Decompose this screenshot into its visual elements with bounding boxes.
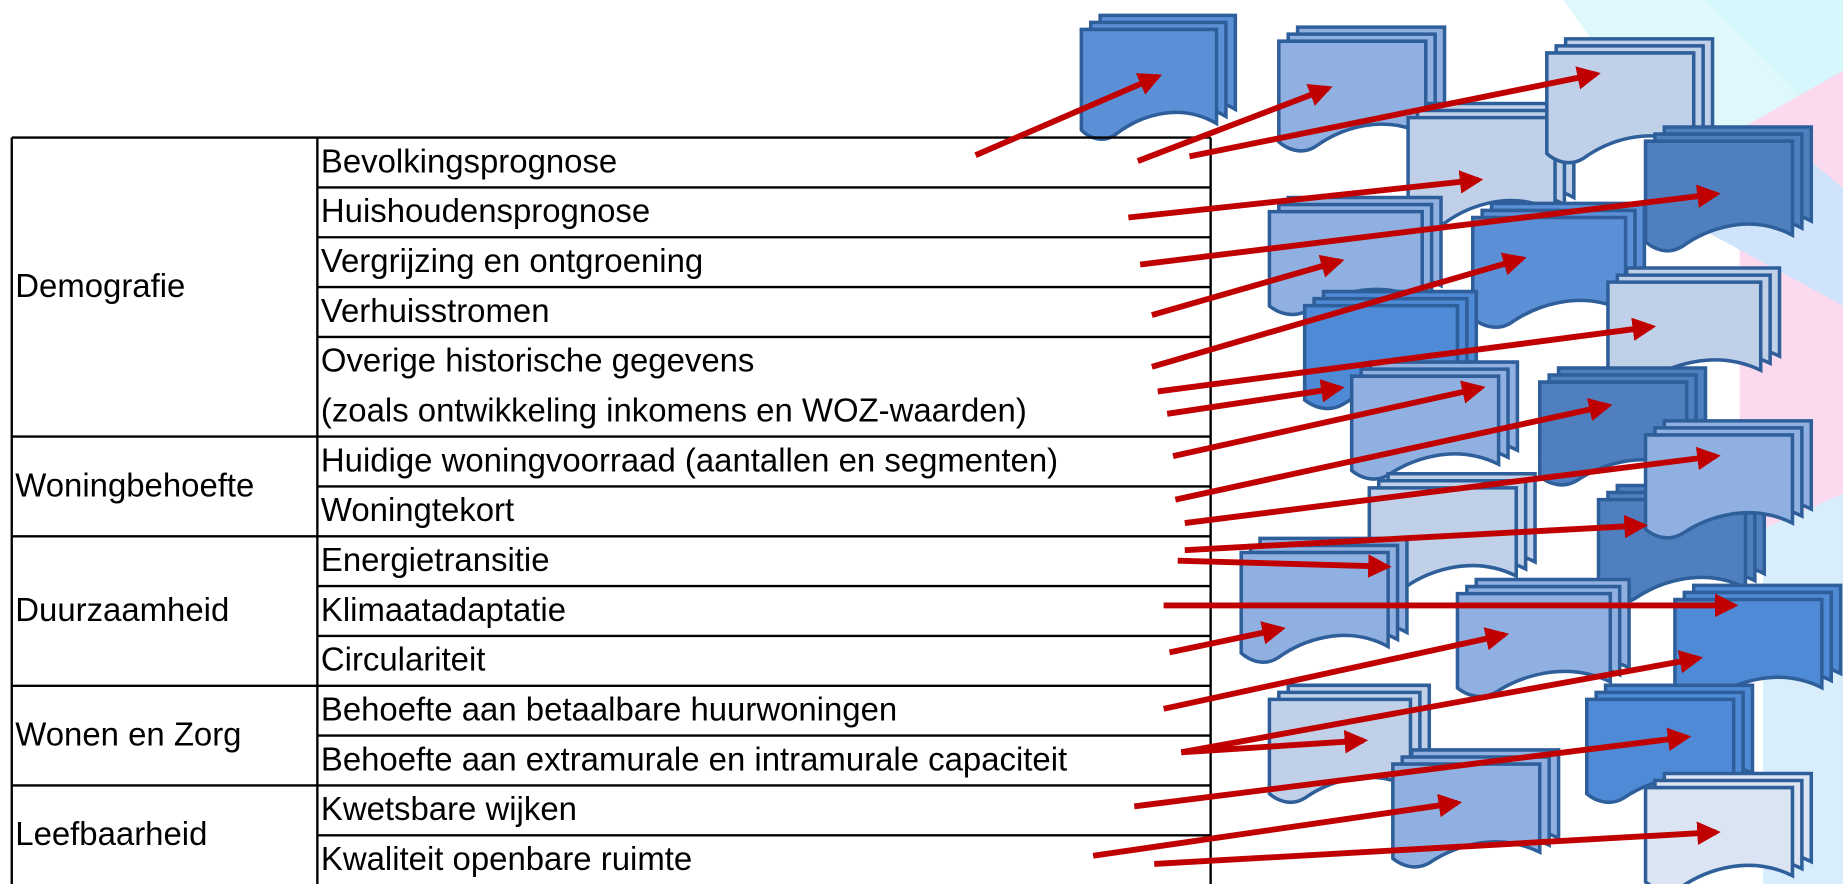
item-label: Vergrijzing en ontgroening xyxy=(321,242,703,279)
item-label: Bevolkingsprognose xyxy=(321,142,617,179)
category-label: Leefbaarheid xyxy=(15,815,207,852)
item-label: Woningtekort xyxy=(321,491,514,528)
item-label: Circulariteit xyxy=(321,641,486,678)
document-sheet xyxy=(1473,218,1626,328)
category-label: Wonen en Zorg xyxy=(15,715,241,752)
item-label: Behoefte aan betaalbare huurwoningen xyxy=(321,691,897,728)
item-label: Kwaliteit openbare ruimte xyxy=(321,840,692,877)
data-table: Bevolkingsprognose Huishoudensprognose Ver… xyxy=(12,138,1211,884)
document-stack xyxy=(1352,362,1518,479)
item-label: Overige historische gegevens xyxy=(321,342,755,379)
item-label: (zoals ontwikkeling inkomens en WOZ-waar… xyxy=(321,392,1027,429)
document-sheet xyxy=(1081,29,1216,139)
item-label: Huidige woningvoorraad (aantallen en seg… xyxy=(321,441,1058,478)
document-stack xyxy=(1241,538,1407,662)
item-label: Behoefte aan extramurale en intramurale … xyxy=(321,740,1067,777)
category-label: Demografie xyxy=(15,267,185,304)
item-label: Klimaatadaptatie xyxy=(321,591,566,628)
category-label: Duurzaamheid xyxy=(15,591,229,628)
item-label: Huishoudensprognose xyxy=(321,192,650,229)
item-label: Verhuisstromen xyxy=(321,292,550,329)
document-stack xyxy=(1646,773,1812,884)
item-label: Energietransitie xyxy=(321,541,550,578)
document-stack xyxy=(1081,15,1235,139)
item-label: Kwetsbare wijken xyxy=(321,790,577,827)
category-label: Woningbehoefte xyxy=(15,466,254,503)
slide: Bevolkingsprognose Huishoudensprognose Ver… xyxy=(0,0,1843,884)
